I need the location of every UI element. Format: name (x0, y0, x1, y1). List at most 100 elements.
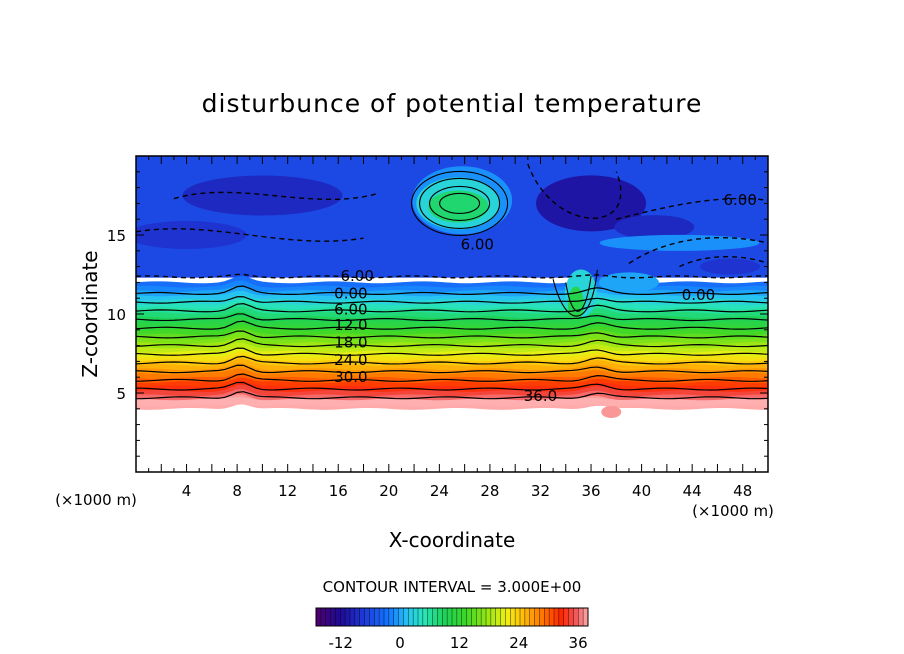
colorbar-cell (515, 608, 521, 626)
x-unit-label-left: (×1000 m) (55, 491, 137, 509)
contour-label: 6.00 (461, 235, 494, 253)
colorbar-tick-label: -12 (328, 634, 353, 652)
turbulent-plume-core (567, 286, 584, 323)
contour-ring (439, 192, 481, 214)
colorbar-cell (316, 608, 322, 626)
contour-label: 24.0 (334, 351, 367, 369)
contour-label: 0.00 (334, 284, 367, 302)
contour-ring (429, 185, 491, 221)
colorbar-cell (413, 608, 419, 626)
colorbar-cell (529, 608, 535, 626)
x-tick-label: 28 (480, 482, 499, 500)
colorbar-tick-label: 12 (450, 634, 469, 652)
x-tick-label: 24 (430, 482, 449, 500)
dark-blue-patch (700, 258, 761, 275)
colorbar-cell (563, 608, 569, 626)
contour-ring (411, 170, 509, 236)
x-tick-label: 8 (232, 482, 242, 500)
dark-blue-patch (614, 215, 695, 240)
lower-dip (601, 405, 622, 418)
contour-line (136, 364, 768, 374)
y-tick-label: 15 (107, 227, 126, 245)
contour-label: 0.00 (682, 286, 715, 304)
contour-label: 30.0 (334, 368, 367, 386)
contour-label: 18.0 (334, 333, 367, 351)
cyan-streak (599, 234, 760, 251)
x-tick-label: 12 (278, 482, 297, 500)
colorbar-cell (418, 608, 424, 626)
colorbar (315, 607, 589, 627)
x-tick-label: 44 (683, 482, 702, 500)
colorbar-cell (427, 608, 433, 626)
warm-blob-inner (428, 190, 489, 223)
colorbar-cell (583, 608, 589, 626)
x-tick-label: 40 (632, 482, 651, 500)
colorbar-cell (422, 608, 429, 626)
colorbar-cell (456, 608, 463, 626)
colorbar-cell (486, 608, 492, 626)
colorbar-cell (384, 608, 390, 626)
colorbar-cell (345, 608, 351, 626)
colorbar-tick-label: 36 (569, 634, 588, 652)
colorbar-cell (554, 608, 560, 626)
y-tick-label: 10 (107, 306, 126, 324)
colorbar-cell (544, 608, 550, 626)
colorbar-cell (320, 608, 327, 626)
colorbar-cell (490, 608, 497, 626)
contour-line (136, 330, 768, 339)
colorbar-cell (452, 608, 458, 626)
x-tick-label: 48 (733, 482, 752, 500)
contour-line-negative (136, 273, 768, 279)
colorbar-cell (568, 608, 574, 626)
colorbar-cell (476, 608, 482, 626)
colorbar-cell (379, 608, 385, 626)
colorbar-cell (524, 608, 531, 626)
colorbar-cell (374, 608, 380, 626)
contour-line (136, 381, 768, 391)
colorbar-cell (466, 608, 472, 626)
contour-label: 6.00 (723, 191, 756, 209)
x-tick-label: 4 (182, 482, 192, 500)
contour-line (552, 269, 598, 317)
colorbar-cell (461, 608, 467, 626)
contour-label: 36.0 (524, 387, 557, 405)
contour-line-negative (616, 197, 768, 220)
colorbar-cell (340, 608, 346, 626)
colorbar-cell (408, 608, 414, 626)
x-tick-label: 20 (379, 482, 398, 500)
contour-line (136, 303, 768, 313)
dark-blue-patch (536, 175, 647, 232)
colorbar-cell (578, 608, 584, 626)
colorbar-tick-label: 0 (395, 634, 405, 652)
colorbar-cell (500, 608, 506, 626)
contour-label: 6.00 (334, 300, 367, 318)
colorbar-cell (335, 608, 341, 626)
contour-line (136, 313, 768, 322)
colorbar-cell (325, 608, 331, 626)
contour-line (136, 347, 768, 356)
lower-edge-band (136, 397, 768, 407)
contour-ring (419, 177, 501, 229)
colorbar-cell (369, 608, 375, 626)
colorbar-cell (354, 608, 361, 626)
colorbar-cell (432, 608, 438, 626)
colorbar-cell (534, 608, 540, 626)
colorbar-tick-label: 24 (509, 634, 528, 652)
contour-line (136, 296, 768, 304)
colorbar-cell (393, 608, 399, 626)
colorbar-cell (558, 608, 565, 626)
dark-blue-patch (136, 221, 247, 249)
contour-line (136, 373, 768, 382)
y-axis-label: Z-coordinate (78, 250, 102, 377)
x-axis-label: X-coordinate (389, 528, 516, 552)
colorbar-cell (350, 608, 356, 626)
colorbar-cell (442, 608, 448, 626)
colorbar-cell (549, 608, 555, 626)
chart-title: disturbunce of potential temperature (202, 89, 703, 118)
contour-line (136, 320, 768, 330)
x-unit-label-right: (×1000 m) (692, 502, 774, 520)
colorbar-cell (510, 608, 516, 626)
contour-line (565, 276, 592, 312)
contour-line (136, 338, 768, 348)
